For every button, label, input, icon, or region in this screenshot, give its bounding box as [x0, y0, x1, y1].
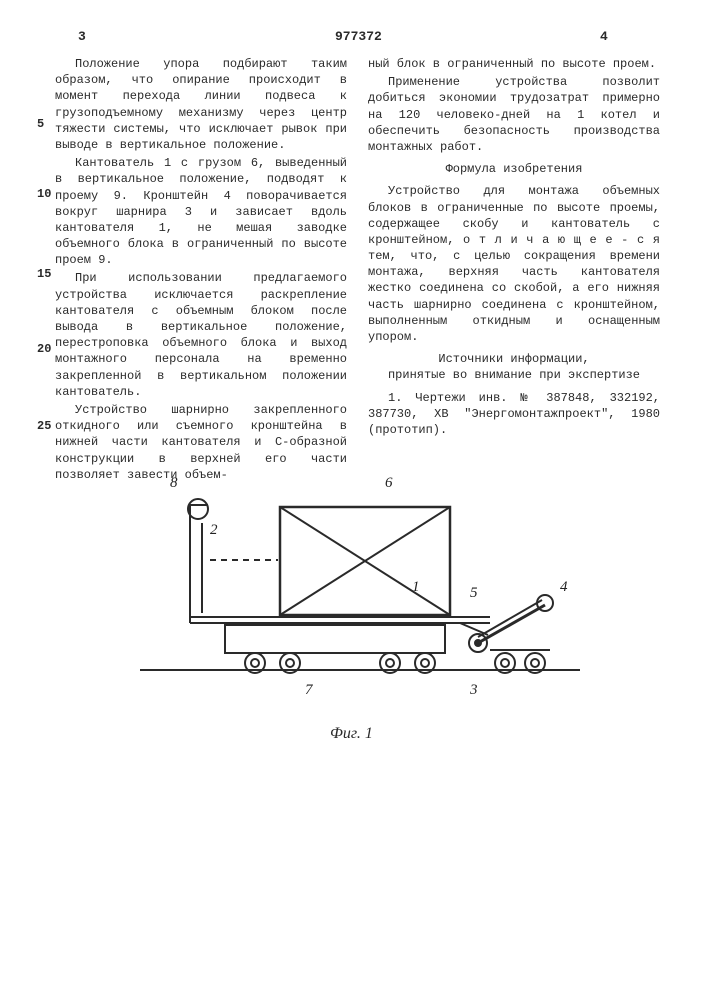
label-2: 2: [210, 520, 218, 540]
para-r4: 1. Чертежи инв. № 387848, 332192, 387730…: [368, 390, 660, 439]
label-8: 8: [170, 473, 178, 493]
label-4: 4: [560, 577, 568, 597]
label-7: 7: [305, 680, 313, 700]
line-num-20: 20: [37, 341, 51, 357]
line-num-25: 25: [37, 418, 51, 434]
para-l2: Кантователь 1 с грузом 6, выведенный в в…: [55, 155, 347, 268]
para-r3: Устройство для монтажа объемных блоков в…: [368, 183, 660, 345]
label-5: 5: [470, 583, 478, 603]
heading-sources: Источники информации, принятые во вниман…: [368, 351, 660, 383]
figure-caption: Фиг. 1: [330, 723, 373, 745]
para-l3: При использовании предлагаемого устройст…: [55, 270, 347, 400]
line-num-15: 15: [37, 266, 51, 282]
para-r1: ный блок в ограниченный по высоте проем.: [368, 56, 660, 72]
left-column: Положение упора подбирают таким образом,…: [55, 56, 347, 485]
label-1: 1: [412, 577, 420, 597]
label-3: 3: [470, 680, 478, 700]
page-number-right: 4: [600, 28, 608, 46]
line-num-5: 5: [37, 116, 44, 132]
heading-formula: Формула изобретения: [368, 161, 660, 177]
page-number-left: 3: [78, 28, 86, 46]
document-number: 977372: [335, 28, 382, 46]
right-column: ный блок в ограниченный по высоте проем.…: [368, 56, 660, 440]
figure-svg: [130, 465, 590, 725]
para-r2: Применение устройства позволит добиться …: [368, 74, 660, 155]
label-6: 6: [385, 473, 393, 493]
para-l1: Положение упора подбирают таким образом,…: [55, 56, 347, 153]
figure-1: 8 2 6 1 5 4 3 7 Фиг. 1: [130, 465, 590, 745]
line-num-10: 10: [37, 186, 51, 202]
